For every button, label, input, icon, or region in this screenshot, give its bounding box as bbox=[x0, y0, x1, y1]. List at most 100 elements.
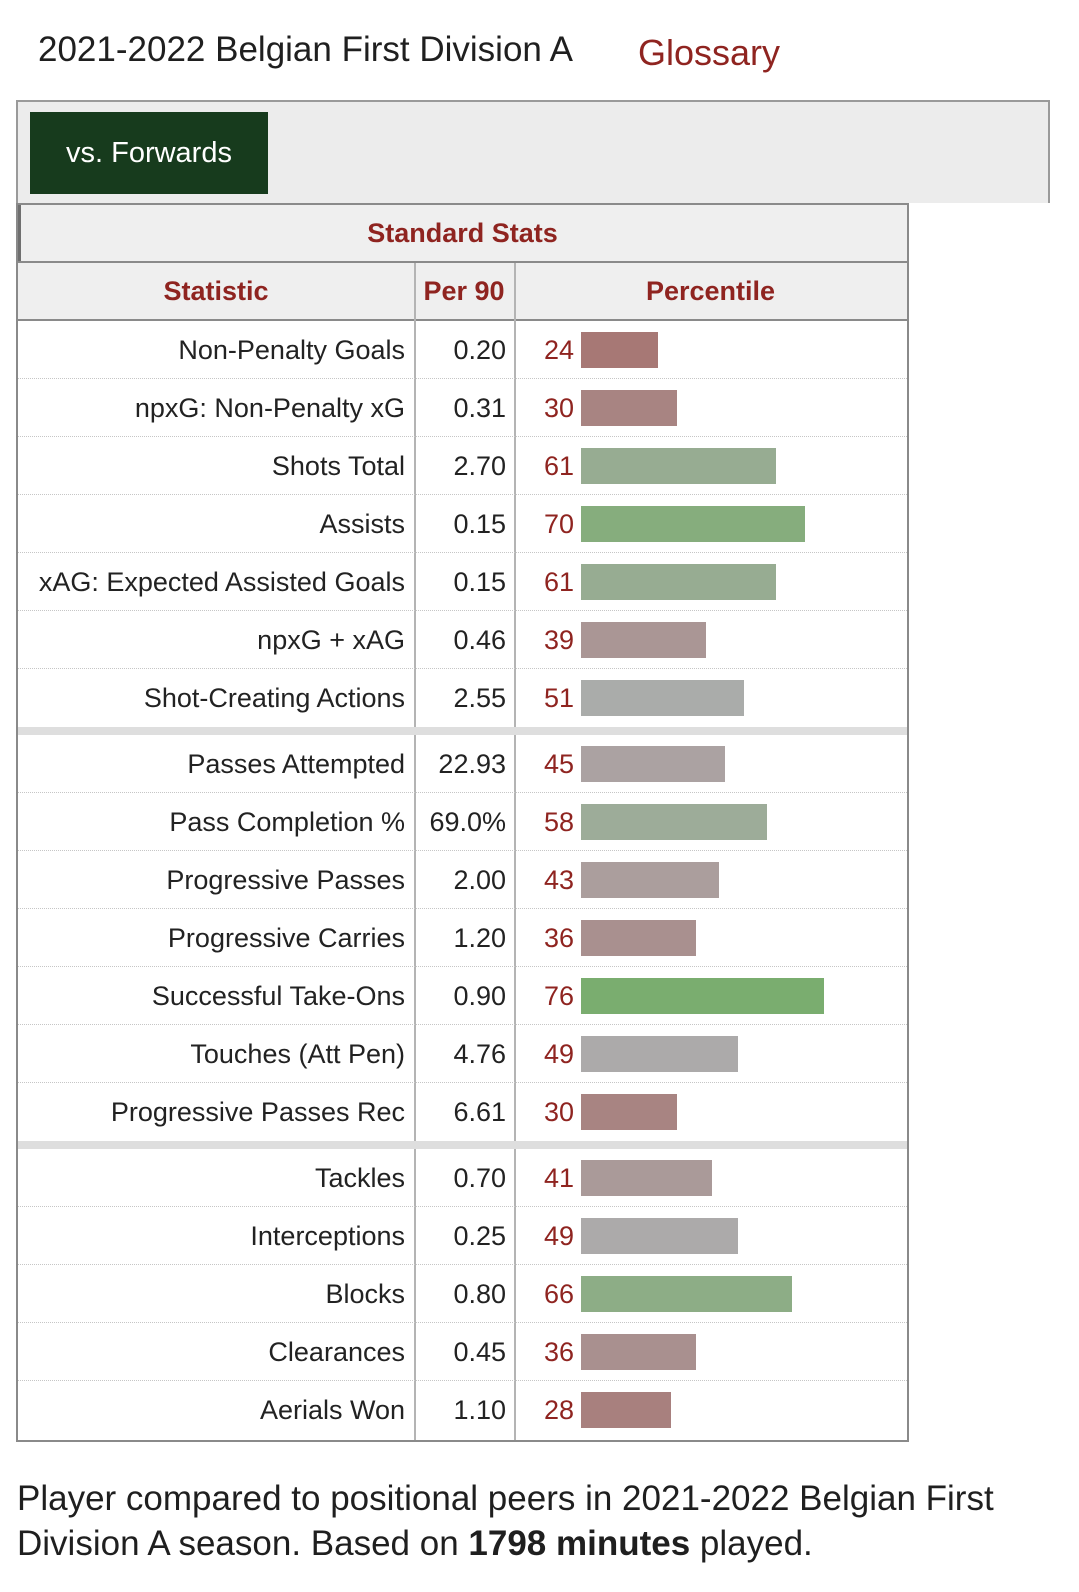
percentile-value: 61 bbox=[543, 566, 574, 597]
per-90-value: 6.61 bbox=[453, 1096, 506, 1127]
column-header-per-90[interactable]: Per 90 bbox=[423, 275, 505, 306]
statistic-name: Successful Take-Ons bbox=[151, 980, 405, 1011]
vs-forwards-button[interactable]: vs. Forwards bbox=[30, 112, 268, 194]
table-row: Non-Penalty Goals 0.20 24 bbox=[18, 321, 907, 379]
percentile-value: 36 bbox=[543, 1336, 574, 1367]
percentile-bar bbox=[581, 978, 824, 1014]
statistic-name: Progressive Carries bbox=[167, 922, 405, 953]
per-90-value: 0.80 bbox=[453, 1278, 506, 1309]
per-90-value: 0.31 bbox=[453, 392, 506, 423]
per-90-value: 0.25 bbox=[453, 1220, 506, 1251]
percentile-bar bbox=[581, 862, 719, 898]
per-90-value: 0.90 bbox=[453, 980, 506, 1011]
per-90-value: 0.15 bbox=[453, 566, 506, 597]
table-row: Blocks 0.80 66 bbox=[18, 1265, 907, 1323]
per-90-value: 1.20 bbox=[453, 922, 506, 953]
table-row: Progressive Passes 2.00 43 bbox=[18, 851, 907, 909]
statistic-name: Pass Completion % bbox=[169, 806, 405, 837]
percentile-value: 28 bbox=[543, 1394, 574, 1425]
percentile-value: 61 bbox=[543, 450, 574, 481]
table-row: Touches (Att Pen) 4.76 49 bbox=[18, 1025, 907, 1083]
percentile-bar bbox=[581, 1094, 677, 1130]
percentile-value: 76 bbox=[543, 980, 574, 1011]
statistic-name: xAG: Expected Assisted Goals bbox=[38, 566, 405, 597]
table-row: Progressive Carries 1.20 36 bbox=[18, 909, 907, 967]
percentile-bar bbox=[581, 680, 744, 716]
statistic-name: Tackles bbox=[314, 1162, 405, 1193]
comparison-filter-bar: vs. Forwards bbox=[16, 100, 1050, 203]
statistic-name: Progressive Passes bbox=[166, 864, 405, 895]
statistic-name: Progressive Passes Rec bbox=[110, 1096, 405, 1127]
percentile-bar bbox=[581, 622, 706, 658]
table-row: xAG: Expected Assisted Goals 0.15 61 bbox=[18, 553, 907, 611]
table-row: Pass Completion % 69.0% 58 bbox=[18, 793, 907, 851]
table-row: Passes Attempted 22.93 45 bbox=[18, 735, 907, 793]
percentile-value: 30 bbox=[543, 392, 574, 423]
percentile-bar bbox=[581, 1334, 696, 1370]
statistic-name: Touches (Att Pen) bbox=[190, 1038, 405, 1069]
statistic-name: npxG: Non-Penalty xG bbox=[134, 392, 405, 423]
per-90-value: 69.0% bbox=[429, 806, 506, 837]
column-header-statistic[interactable]: Statistic bbox=[163, 275, 269, 306]
per-90-value: 0.20 bbox=[453, 334, 506, 365]
statistic-name: Clearances bbox=[268, 1336, 405, 1367]
footer-text-end: played. bbox=[690, 1524, 813, 1563]
column-divider bbox=[414, 263, 416, 1440]
percentile-value: 24 bbox=[543, 334, 574, 365]
table-row: Shots Total 2.70 61 bbox=[18, 437, 907, 495]
per-90-value: 1.10 bbox=[453, 1394, 506, 1425]
per-90-value: 0.46 bbox=[453, 624, 506, 655]
table-row: Tackles 0.70 41 bbox=[18, 1149, 907, 1207]
table-row: npxG + xAG 0.46 39 bbox=[18, 611, 907, 669]
percentile-bar bbox=[581, 1218, 738, 1254]
table-header-row: Statistic Per 90 Percentile bbox=[18, 263, 907, 321]
percentile-bar bbox=[581, 1276, 792, 1312]
table-row: Aerials Won 1.10 28 bbox=[18, 1381, 907, 1439]
statistic-name: Shot-Creating Actions bbox=[143, 682, 405, 713]
percentile-bar bbox=[581, 1160, 712, 1196]
percentile-value: 49 bbox=[543, 1220, 574, 1251]
percentile-value: 45 bbox=[543, 748, 574, 779]
percentile-value: 41 bbox=[543, 1162, 574, 1193]
percentile-bar bbox=[581, 448, 776, 484]
footer-minutes: 1798 minutes bbox=[468, 1524, 691, 1563]
percentile-value: 49 bbox=[543, 1038, 574, 1069]
per-90-value: 4.76 bbox=[453, 1038, 506, 1069]
statistic-name: Aerials Won bbox=[259, 1394, 405, 1425]
percentile-value: 39 bbox=[543, 624, 574, 655]
footer-note: Player compared to positional peers in 2… bbox=[17, 1476, 1067, 1566]
statistic-name: Assists bbox=[319, 508, 405, 539]
percentile-bar bbox=[581, 920, 696, 956]
standard-stats-table: Standard Stats Statistic Per 90 Percenti… bbox=[16, 203, 909, 1442]
table-row: Successful Take-Ons 0.90 76 bbox=[18, 967, 907, 1025]
column-divider bbox=[514, 263, 516, 1440]
table-caption: Standard Stats bbox=[18, 205, 907, 263]
percentile-value: 36 bbox=[543, 922, 574, 953]
season-title: 2021-2022 Belgian First Division A bbox=[38, 30, 574, 69]
table-row: Shot-Creating Actions 2.55 51 bbox=[18, 669, 907, 727]
percentile-bar bbox=[581, 390, 677, 426]
statistic-name: Interceptions bbox=[250, 1220, 405, 1251]
table-row: Assists 0.15 70 bbox=[18, 495, 907, 553]
percentile-value: 43 bbox=[543, 864, 574, 895]
per-90-value: 22.93 bbox=[438, 748, 506, 779]
per-90-value: 0.70 bbox=[453, 1162, 506, 1193]
percentile-value: 51 bbox=[543, 682, 574, 713]
section-separator bbox=[18, 727, 907, 735]
table-row: Interceptions 0.25 49 bbox=[18, 1207, 907, 1265]
percentile-bar bbox=[581, 804, 767, 840]
section-separator bbox=[18, 1141, 907, 1149]
per-90-value: 2.70 bbox=[453, 450, 506, 481]
per-90-value: 2.00 bbox=[453, 864, 506, 895]
table-row: Clearances 0.45 36 bbox=[18, 1323, 907, 1381]
statistic-name: Passes Attempted bbox=[187, 748, 405, 779]
column-header-percentile[interactable]: Percentile bbox=[645, 275, 776, 306]
glossary-link[interactable]: Glossary bbox=[638, 32, 781, 73]
percentile-bar bbox=[581, 506, 805, 542]
footer-text-start: Player compared to positional peers in 2… bbox=[17, 1479, 994, 1563]
percentile-bar bbox=[581, 564, 776, 600]
percentile-value: 70 bbox=[543, 508, 574, 539]
table-row: npxG: Non-Penalty xG 0.31 30 bbox=[18, 379, 907, 437]
percentile-bar bbox=[581, 1036, 738, 1072]
statistic-name: Shots Total bbox=[271, 450, 405, 481]
